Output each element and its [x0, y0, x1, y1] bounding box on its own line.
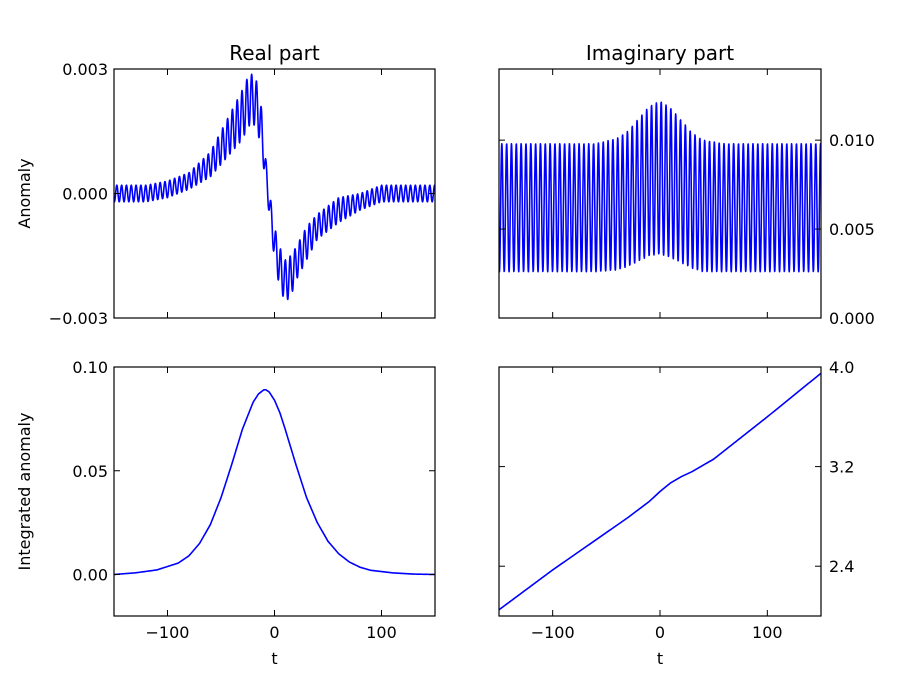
real-anomaly-ytick-label: 0.003 — [62, 60, 108, 79]
real-integrated-xtick-label: 100 — [366, 623, 397, 642]
real-anomaly-ytick-label: −0.003 — [49, 309, 108, 328]
real-integrated-xtick-label: 0 — [269, 623, 279, 642]
imag-integrated-xtick-label: 100 — [752, 623, 783, 642]
real-integrated-ytick-label: 0.05 — [72, 462, 108, 481]
imag-anomaly-ytick-label: 0.000 — [829, 309, 875, 328]
imag-anomaly-title: Imaginary part — [586, 41, 734, 65]
imag-integrated-ytick-label: 3.2 — [829, 458, 854, 477]
real-anomaly-panel: −0.003 0.000 0.003 Real part Anomaly — [15, 41, 436, 328]
imag-anomaly-ytick-label: 0.005 — [829, 220, 875, 239]
imag-integrated-ytick-label: 4.0 — [829, 358, 854, 377]
imag-integrated-series-line — [499, 372, 821, 611]
real-integrated-xlabel: t — [271, 649, 277, 668]
imag-integrated-xtick-label: −100 — [531, 623, 575, 642]
real-integrated-ytick-label: 0.00 — [72, 566, 108, 585]
real-integrated-ytick-label: 0.10 — [72, 358, 108, 377]
real-anomaly-ytick-label: 0.000 — [62, 185, 108, 204]
imag-integrated-panel: −100 0 100 2.4 3.2 4.0 t — [498, 358, 854, 668]
imag-integrated-xtick-label: 0 — [655, 623, 665, 642]
imag-integrated-xlabel: t — [657, 649, 663, 668]
real-integrated-panel: −100 0 100 0.00 0.05 0.10 t Integrated anomaly — [15, 358, 436, 668]
imag-integrated-ytick-label: 2.4 — [829, 557, 854, 576]
real-anomaly-ylabel: Anomaly — [15, 158, 34, 228]
imag-anomaly-series-line — [499, 101, 821, 273]
real-integrated-series-line — [114, 389, 435, 576]
real-anomaly-title: Real part — [229, 41, 320, 65]
real-integrated-xtick-label: −100 — [146, 623, 190, 642]
real-anomaly-series-line — [114, 73, 435, 301]
imag-anomaly-ytick-label: 0.010 — [829, 131, 875, 150]
imag-anomaly-panel: 0.000 0.005 0.010 Imaginary part — [498, 41, 875, 328]
real-integrated-ylabel: Integrated anomaly — [15, 413, 34, 571]
